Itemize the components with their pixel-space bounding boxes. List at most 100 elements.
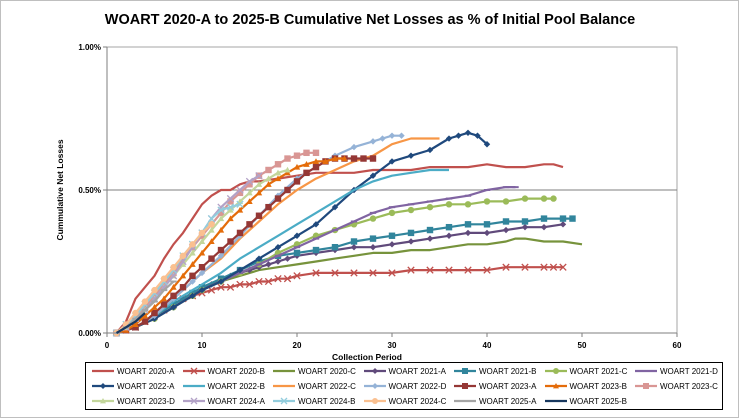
data-point — [350, 238, 358, 245]
data-point — [331, 155, 339, 162]
data-point — [245, 280, 254, 289]
data-point — [151, 286, 158, 294]
data-point — [132, 309, 139, 317]
data-point — [426, 235, 434, 242]
legend-item: WOART 2021-B — [454, 365, 537, 377]
series-line — [116, 223, 564, 335]
data-point — [312, 221, 320, 228]
legend-item: WOART 2022-D — [363, 380, 446, 392]
data-point — [280, 397, 288, 405]
data-point — [179, 272, 187, 279]
data-point — [549, 263, 558, 271]
y-tick-label: 0.50% — [78, 186, 101, 195]
data-point — [226, 203, 235, 211]
legend-item: WOART 2022-B — [182, 380, 266, 392]
data-point — [445, 223, 453, 231]
legend-swatch — [182, 367, 205, 375]
data-point — [236, 206, 244, 213]
data-point — [255, 212, 263, 219]
legend-item: WOART 2020-A — [92, 365, 175, 377]
legend-label: WOART 2020-A — [117, 366, 175, 376]
data-point — [198, 238, 206, 245]
legend-label: WOART 2022-C — [298, 381, 356, 391]
series-woart-2022-b — [116, 168, 449, 335]
chart-title: WOART 2020-A to 2025-B Cumulative Net Lo… — [105, 12, 635, 28]
data-point — [521, 223, 529, 231]
data-point — [132, 321, 139, 327]
data-point — [227, 215, 234, 222]
legend-label: WOART 2025-A — [479, 396, 537, 406]
data-point — [407, 229, 415, 237]
legend-item: WOART 2021-C — [544, 365, 627, 377]
data-point — [369, 269, 377, 277]
data-point — [371, 398, 378, 404]
data-point — [208, 238, 215, 245]
data-point — [293, 232, 301, 239]
data-point — [170, 304, 177, 311]
data-point — [559, 215, 567, 222]
data-point — [245, 177, 254, 186]
legend-swatch — [454, 399, 476, 403]
data-point — [132, 324, 139, 331]
legend-label: WOART 2021-B — [479, 366, 537, 376]
data-point — [227, 238, 234, 245]
data-point — [407, 238, 415, 245]
legend-label: WOART 2024-C — [388, 396, 447, 406]
data-point — [265, 181, 272, 187]
legend-swatch — [363, 383, 386, 389]
data-point — [464, 129, 472, 136]
data-point — [198, 286, 206, 294]
data-point — [350, 269, 358, 277]
data-point — [379, 135, 386, 142]
legend-label: WOART 2022-B — [207, 381, 266, 391]
data-point — [407, 206, 415, 214]
legend-label: WOART 2021-D — [660, 366, 718, 376]
data-point — [483, 229, 491, 237]
data-point — [246, 189, 253, 196]
data-point — [170, 284, 177, 290]
data-point — [179, 252, 187, 259]
data-point — [236, 266, 244, 274]
data-point — [521, 218, 529, 225]
data-point — [312, 149, 320, 157]
data-point — [407, 152, 415, 159]
data-point — [331, 269, 339, 277]
legend-swatch — [182, 384, 205, 388]
data-point — [274, 275, 282, 283]
legend-item: WOART 2023-D — [92, 395, 175, 407]
data-point — [369, 235, 377, 242]
data-point — [274, 161, 282, 168]
data-point — [151, 304, 158, 310]
legend-label: WOART 2022-A — [117, 381, 175, 391]
data-point — [141, 318, 149, 325]
data-point — [255, 255, 263, 262]
data-point — [312, 246, 320, 254]
data-point — [369, 155, 377, 162]
data-point — [198, 229, 206, 237]
data-point — [350, 143, 358, 151]
data-point — [521, 195, 529, 202]
data-point — [226, 283, 235, 291]
data-point — [236, 189, 244, 197]
legend-swatch — [182, 397, 205, 405]
data-point — [236, 229, 244, 237]
legend-swatch — [273, 384, 295, 388]
data-point — [426, 226, 434, 234]
data-point — [312, 158, 320, 164]
series-woart-2024-c — [113, 221, 215, 337]
legend-label: WOART 2023-C — [660, 381, 718, 391]
data-point — [371, 383, 378, 389]
data-point — [179, 284, 187, 291]
data-point — [207, 214, 216, 223]
data-point — [217, 278, 225, 285]
data-point — [189, 261, 196, 267]
data-point — [100, 383, 106, 389]
data-point — [246, 221, 253, 228]
data-point — [217, 215, 225, 222]
data-point — [236, 280, 244, 289]
data-point — [217, 283, 225, 291]
data-point — [255, 277, 263, 286]
data-point — [264, 277, 273, 286]
data-point — [369, 138, 377, 145]
data-point — [198, 264, 206, 271]
